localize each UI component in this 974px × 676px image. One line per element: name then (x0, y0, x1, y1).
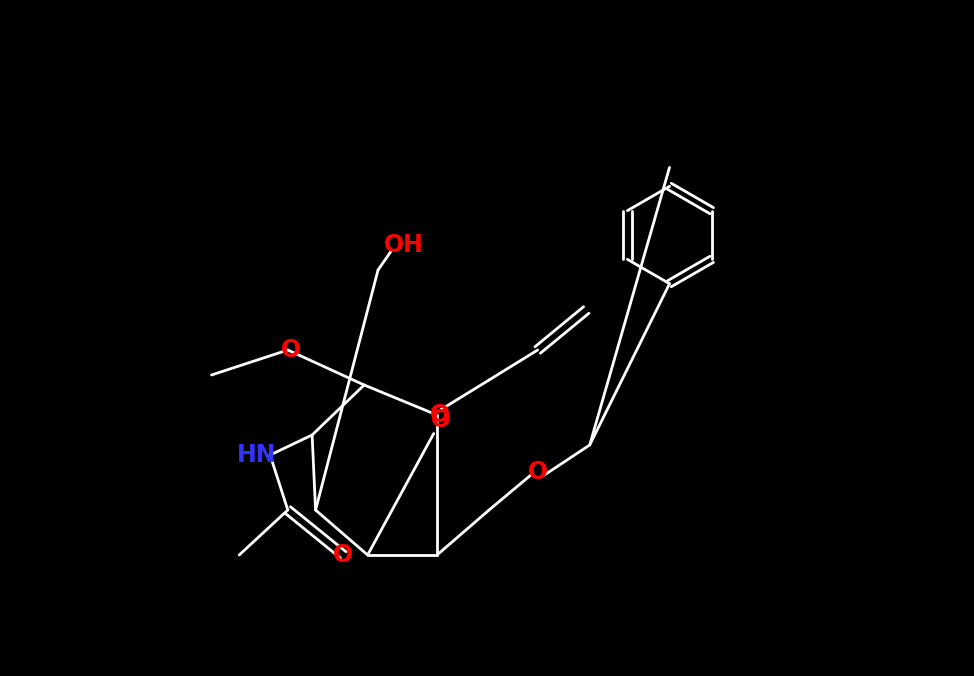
Text: O: O (333, 543, 354, 567)
Text: O: O (431, 408, 451, 432)
Text: HN: HN (237, 443, 277, 467)
Text: O: O (528, 460, 547, 483)
Text: OH: OH (385, 233, 424, 257)
Text: O: O (431, 403, 450, 427)
Text: O: O (281, 338, 301, 362)
